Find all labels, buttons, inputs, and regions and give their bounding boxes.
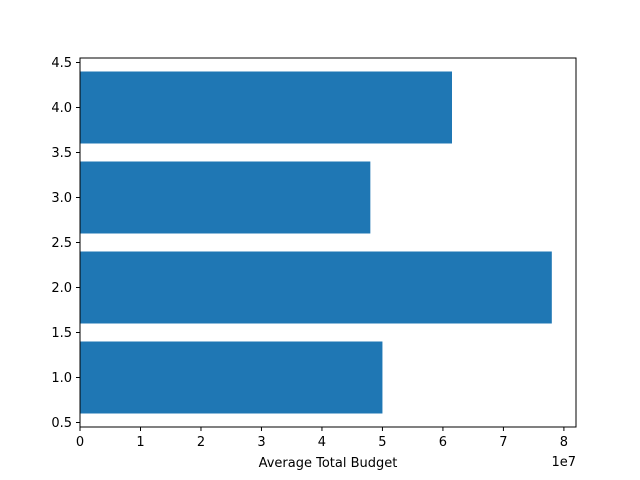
x-tick-label: 5 — [378, 435, 386, 450]
y-tick-label: 4.0 — [51, 101, 72, 116]
x-tick-label: 0 — [76, 435, 84, 450]
y-tick-label: 0.5 — [51, 416, 72, 431]
bars-group — [80, 71, 552, 414]
y-tick-label: 2.0 — [51, 281, 72, 296]
bar-1 — [80, 341, 383, 414]
plot-frame — [79, 57, 577, 428]
y-tick-label: 3.5 — [51, 146, 72, 161]
x-axis-ticks: 0 1 2 3 4 5 6 7 8 — [76, 427, 568, 450]
x-axis-label: Average Total Budget — [259, 456, 398, 471]
x-tick-label: 2 — [197, 435, 205, 450]
x-axis-offset-label: 1e7 — [551, 455, 576, 470]
y-tick-label: 2.5 — [51, 236, 72, 251]
x-tick-label: 7 — [499, 435, 507, 450]
x-tick-label: 4 — [318, 435, 326, 450]
y-tick-label: 1.0 — [51, 371, 72, 386]
y-tick-label: 1.5 — [51, 326, 72, 341]
bar-2 — [80, 251, 552, 324]
x-tick-label: 3 — [257, 435, 265, 450]
bar-4 — [80, 71, 452, 144]
bar-3 — [80, 161, 371, 234]
x-tick-label: 8 — [560, 435, 568, 450]
y-tick-label: 4.5 — [51, 56, 72, 71]
y-tick-label: 3.0 — [51, 191, 72, 206]
x-tick-label: 6 — [439, 435, 447, 450]
y-axis-ticks: 0.5 1.0 1.5 2.0 2.5 3.0 3.5 4.0 4.5 — [51, 56, 80, 431]
x-tick-label: 1 — [136, 435, 144, 450]
